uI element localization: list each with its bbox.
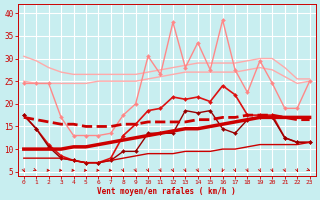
X-axis label: Vent moyen/en rafales ( km/h ): Vent moyen/en rafales ( km/h ) (97, 187, 236, 196)
